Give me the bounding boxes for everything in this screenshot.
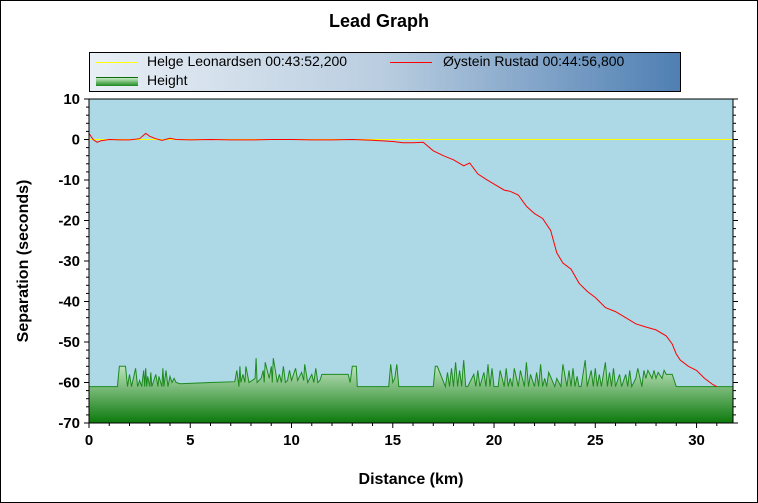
chart-legend: Helge Leonardsen 00:43:52,200 Øystein Ru… <box>89 52 681 92</box>
x-tick-label: 20 <box>486 432 503 449</box>
x-tick-label: 30 <box>688 432 705 449</box>
x-tick-label: 5 <box>186 432 194 449</box>
y-tick-label: -40 <box>58 294 80 311</box>
height-line <box>89 358 733 389</box>
y-tick-label: 0 <box>72 132 80 149</box>
y-tick-label: -70 <box>58 415 80 432</box>
chart-title: Lead Graph <box>328 11 430 31</box>
legend-label-helge: Helge Leonardsen 00:43:52,200 <box>147 53 348 69</box>
x-tick-label: 15 <box>384 432 401 449</box>
legend-label-oystein: Øystein Rustad 00:44:56,800 <box>443 53 625 69</box>
x-tick-label: 0 <box>85 432 93 449</box>
y-tick-label: -60 <box>58 375 80 392</box>
y-tick-label: 10 <box>63 91 80 108</box>
y-tick-label: -50 <box>58 334 80 351</box>
y-tick-label: -10 <box>58 172 80 189</box>
series-line-1 <box>88 132 718 388</box>
height-area <box>89 358 733 423</box>
x-tick-label: 10 <box>283 432 300 449</box>
y-tick-label: -30 <box>58 253 80 270</box>
legend-swatch-height <box>96 77 138 86</box>
legend-line-oystein <box>390 62 432 63</box>
legend-label-height: Height <box>147 72 188 88</box>
x-axis-title: Distance (km) <box>359 471 464 488</box>
legend-line-helge <box>96 62 138 63</box>
plot-background <box>89 99 733 423</box>
y-axis-title: Separation (seconds) <box>15 180 32 343</box>
x-tick-label: 25 <box>587 432 604 449</box>
y-tick-label: -20 <box>58 213 80 230</box>
